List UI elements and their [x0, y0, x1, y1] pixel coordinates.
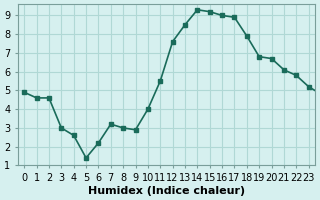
X-axis label: Humidex (Indice chaleur): Humidex (Indice chaleur) — [88, 186, 245, 196]
